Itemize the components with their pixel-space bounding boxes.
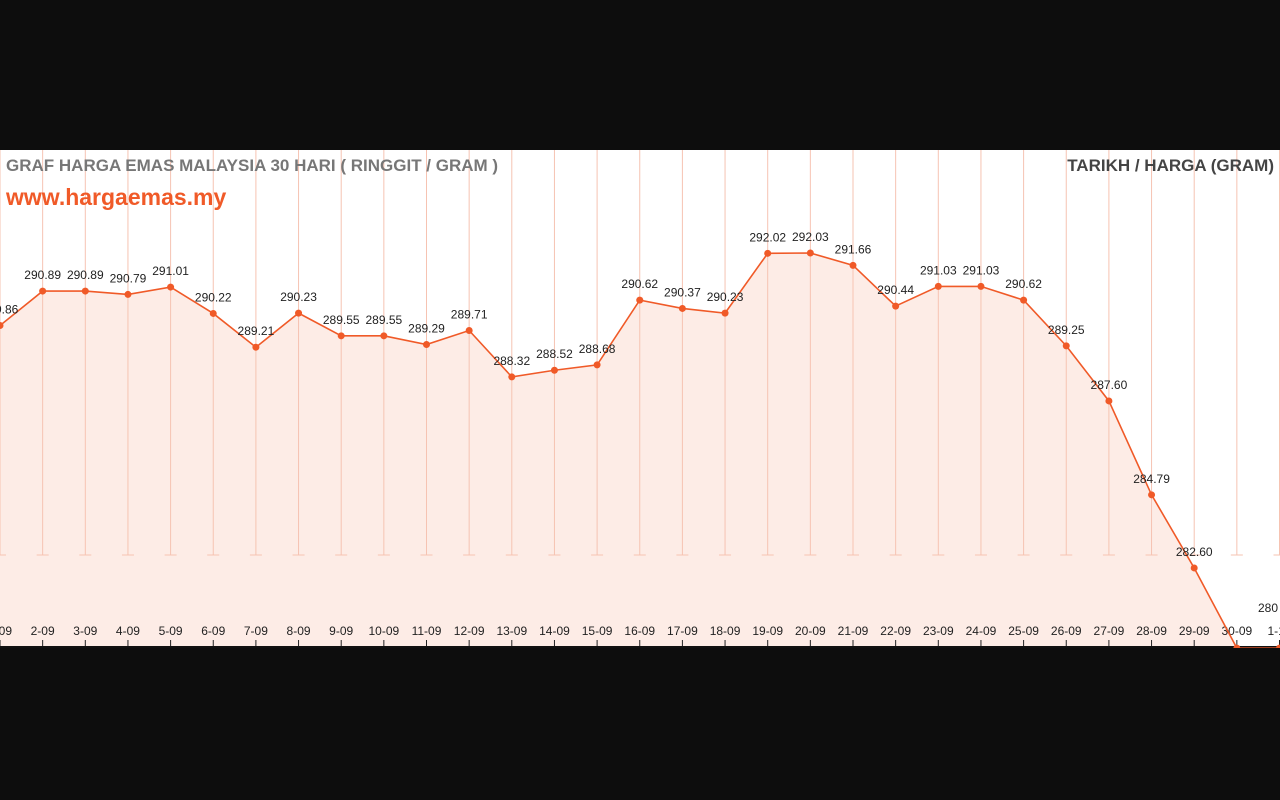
x-tick-label: 23-09: [923, 624, 954, 638]
data-point: [81, 287, 89, 295]
data-label: 280: [1258, 601, 1278, 615]
x-tick-label: 7-09: [244, 624, 268, 638]
data-label: 292.02: [749, 230, 786, 244]
x-tick-label: 16-09: [624, 624, 655, 638]
x-tick-label: 4-09: [116, 624, 140, 638]
data-point: [508, 373, 516, 381]
price-chart: 1-09 2-09 3-09 4-09 5-09 6-09 7-09 8-09 9-09 10-0…: [0, 150, 1280, 648]
x-tick-label: 14-09: [539, 624, 570, 638]
data-point: [39, 287, 47, 295]
data-point: [1190, 564, 1198, 572]
data-label: 290.23: [707, 290, 744, 304]
data-label: 284.79: [1133, 472, 1170, 486]
legend-title: TARIKH / HARGA (GRAM): [1067, 156, 1274, 175]
x-tick-label: 29-09: [1179, 624, 1210, 638]
data-point: [593, 361, 601, 369]
data-point: [1233, 644, 1241, 648]
x-tick-label: 25-09: [1008, 624, 1039, 638]
x-tick-label: 10-09: [368, 624, 399, 638]
data-label: 290.44: [877, 283, 914, 297]
data-point: [678, 304, 686, 312]
data-point: [209, 309, 217, 317]
x-tick-label: 5-09: [159, 624, 183, 638]
data-point: [124, 290, 132, 298]
x-tick-label: 17-09: [667, 624, 698, 638]
x-tick-label: 9-09: [329, 624, 353, 638]
data-label: 289.25: [1048, 323, 1085, 337]
x-tick-label: 24-09: [966, 624, 997, 638]
x-tick-label: 15-09: [582, 624, 613, 638]
data-point: [977, 282, 985, 290]
x-tick-label: 1-09: [0, 624, 12, 638]
data-label: 291.03: [920, 263, 957, 277]
data-label: 290.62: [1005, 277, 1042, 291]
data-point: [550, 366, 558, 374]
data-label: 290.79: [110, 271, 147, 285]
data-point: [252, 343, 260, 351]
site-link[interactable]: www.hargaemas.my: [6, 184, 227, 210]
data-point: [892, 302, 900, 310]
data-label: 290.23: [280, 290, 317, 304]
data-point: [849, 261, 857, 269]
x-tick-label: 26-09: [1051, 624, 1082, 638]
data-label: 287.60: [1091, 378, 1128, 392]
data-label: 290.89: [24, 268, 61, 282]
data-point: [1148, 491, 1156, 499]
x-tick-label: 6-09: [201, 624, 225, 638]
data-label: 289.21: [238, 324, 275, 338]
x-tick-label: 3-09: [73, 624, 97, 638]
data-label: 289.86: [0, 302, 19, 316]
x-tick-label: 12-09: [454, 624, 485, 638]
data-point: [1276, 644, 1280, 648]
data-label: 289.55: [323, 313, 360, 327]
data-label: 289.55: [365, 313, 402, 327]
data-label: 288.52: [536, 347, 573, 361]
x-tick-label: 11-09: [412, 624, 442, 638]
x-tick-label: 1-10: [1267, 624, 1280, 638]
data-point: [167, 283, 175, 291]
x-tick-label: 28-09: [1136, 624, 1167, 638]
x-tick-label: 27-09: [1094, 624, 1125, 638]
x-tick-label: 30-09: [1221, 624, 1252, 638]
x-tick-label: 21-09: [838, 624, 869, 638]
x-tick-label: 13-09: [496, 624, 527, 638]
data-label: 288.32: [493, 354, 530, 368]
data-label: 290.37: [664, 285, 701, 299]
data-label: 291.03: [963, 263, 1000, 277]
data-label: 282.60: [1176, 545, 1213, 559]
data-point: [636, 296, 644, 304]
data-label: 290.89: [67, 268, 104, 282]
x-tick-label: 19-09: [752, 624, 783, 638]
data-point: [1062, 342, 1070, 350]
data-point: [337, 332, 345, 340]
data-point: [465, 326, 473, 334]
chart-panel: 1-09 2-09 3-09 4-09 5-09 6-09 7-09 8-09 9-09 10-0…: [0, 150, 1280, 648]
x-tick-label: 8-09: [287, 624, 311, 638]
data-point: [1105, 397, 1113, 405]
data-label: 292.03: [792, 230, 829, 244]
data-label: 290.62: [621, 277, 658, 291]
x-tick-label: 18-09: [710, 624, 741, 638]
data-label: 291.01: [152, 264, 189, 278]
data-point: [721, 309, 729, 317]
data-point: [423, 341, 430, 349]
data-point: [1020, 296, 1028, 304]
x-tick-label: 22-09: [880, 624, 911, 638]
data-label: 289.71: [451, 307, 488, 321]
data-label: 289.29: [408, 322, 445, 336]
x-tick-label: 2-09: [31, 624, 55, 638]
data-label: 291.66: [835, 242, 872, 256]
data-point: [934, 282, 942, 290]
chart-title: GRAF HARGA EMAS MALAYSIA 30 HARI ( RINGG…: [6, 156, 499, 175]
data-point: [0, 321, 4, 329]
data-point: [295, 309, 303, 317]
data-point: [380, 332, 388, 340]
data-label: 288.68: [579, 342, 616, 356]
data-point: [806, 249, 814, 257]
data-point: [764, 249, 772, 257]
data-label: 290.22: [195, 290, 232, 304]
x-tick-label: 20-09: [795, 624, 826, 638]
